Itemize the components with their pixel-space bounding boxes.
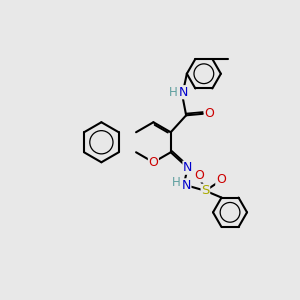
Text: O: O [194,169,204,182]
Text: N: N [183,161,192,174]
Text: S: S [201,184,210,197]
Text: H: H [169,86,177,100]
Text: N: N [182,179,191,192]
Text: O: O [148,156,158,169]
Text: O: O [216,173,226,187]
Text: H: H [172,176,181,189]
Text: N: N [178,86,188,99]
Text: O: O [204,107,214,120]
